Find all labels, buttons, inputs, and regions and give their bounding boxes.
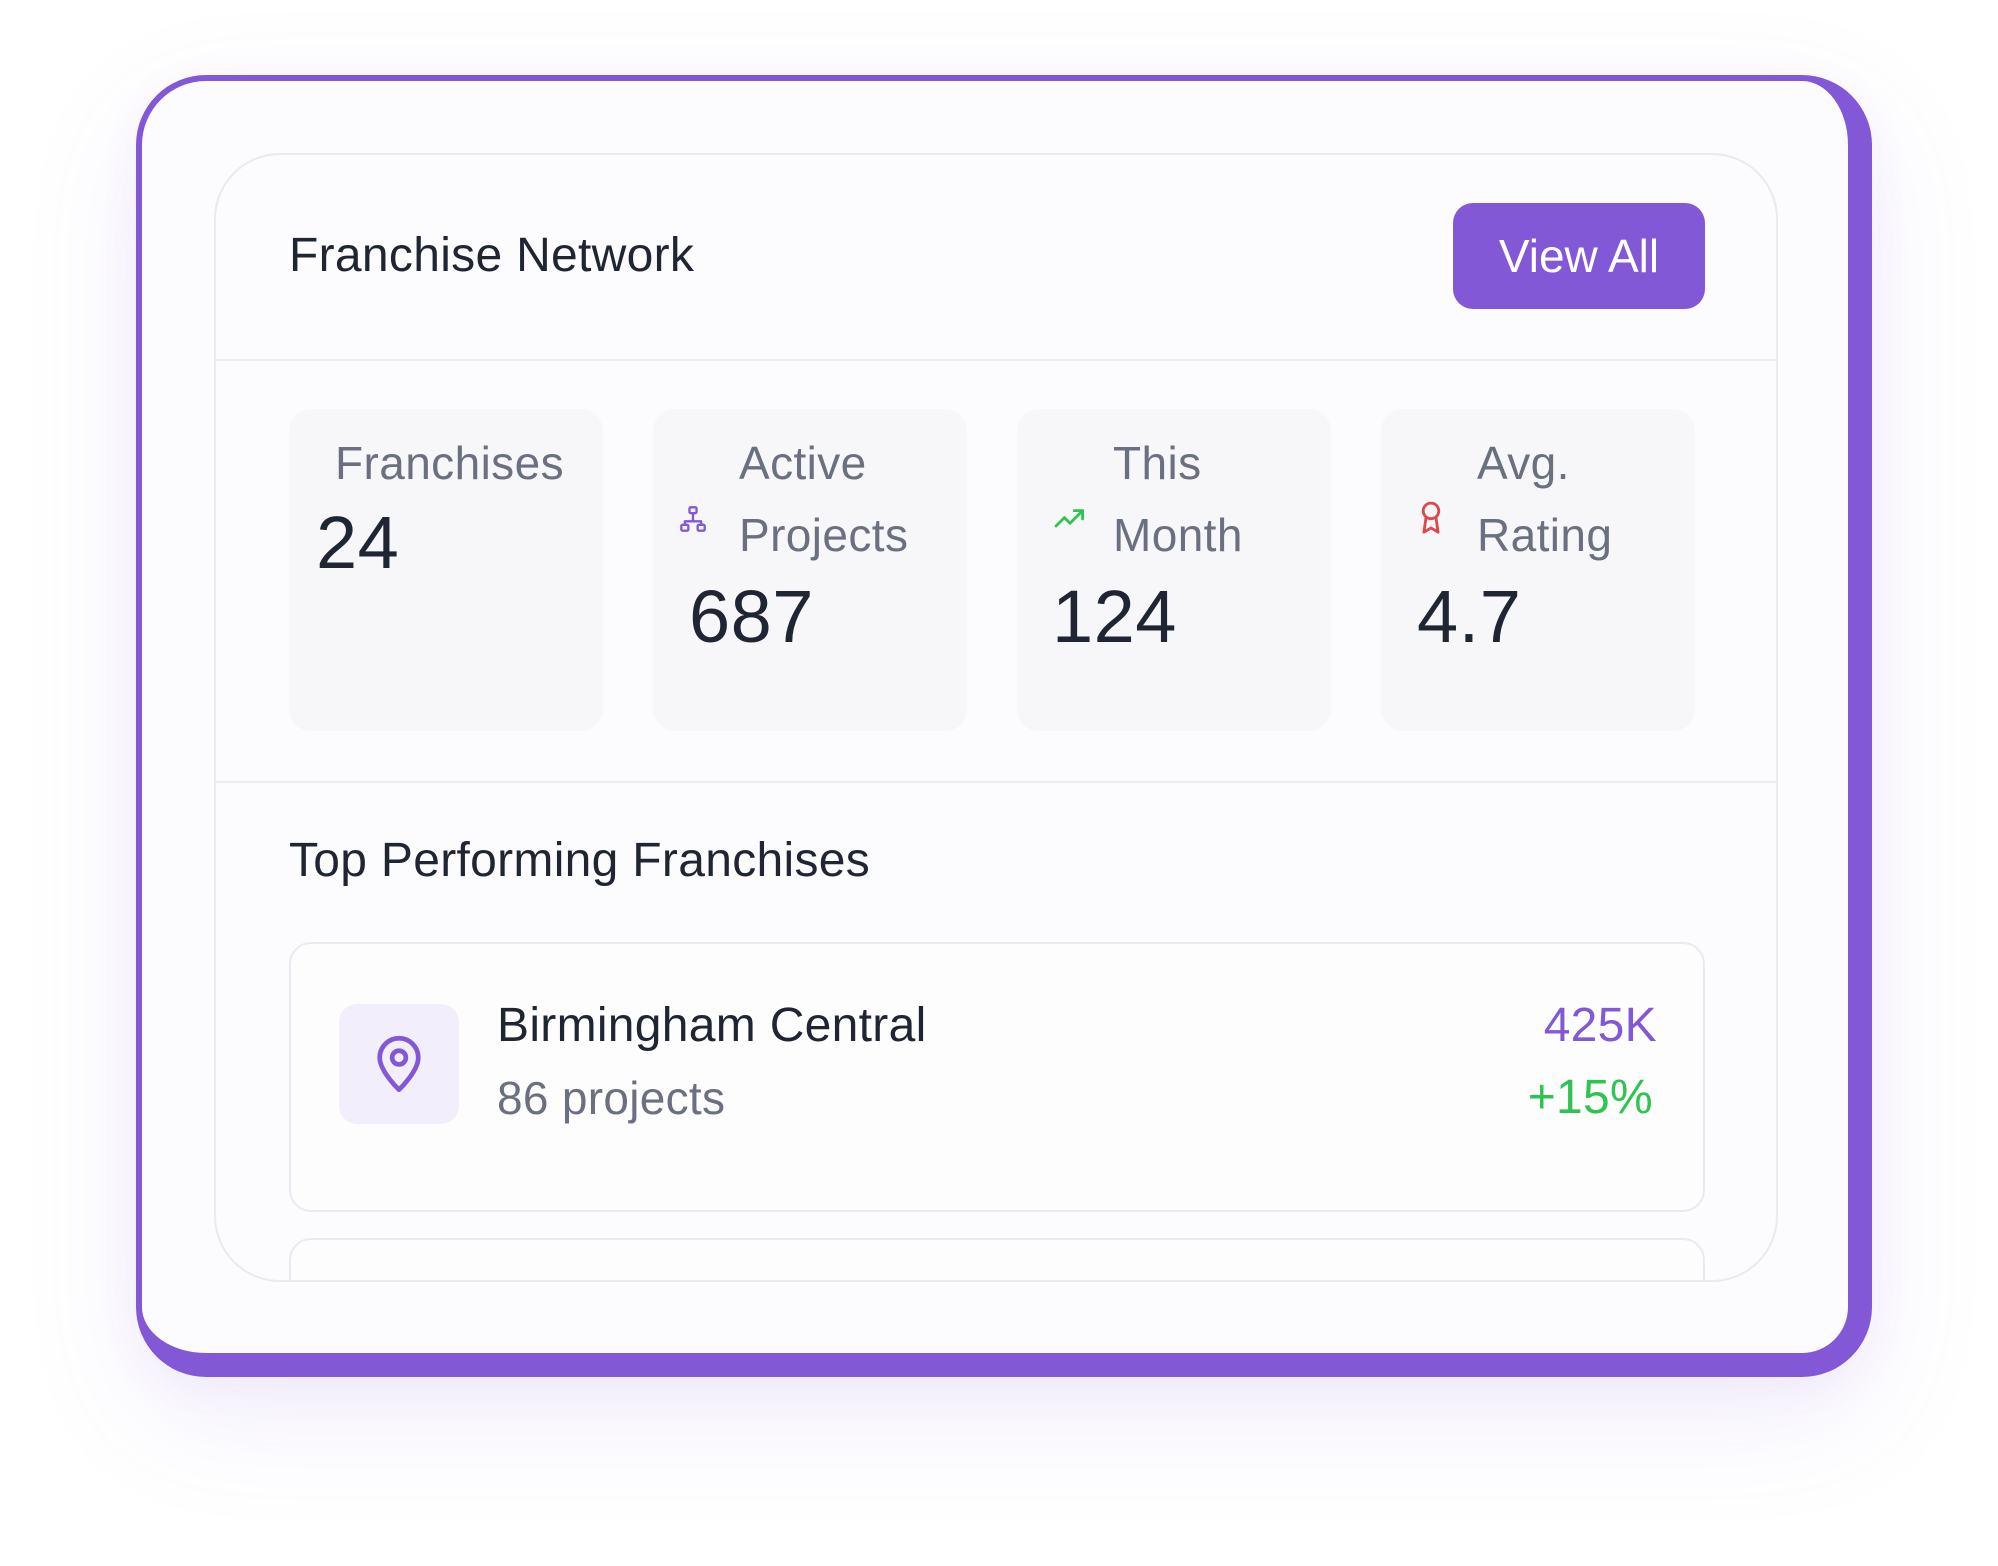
list-item[interactable]: Birmingham Central 86 projects 425K +15%	[289, 942, 1705, 1212]
stat-value: 4.7	[1417, 575, 1522, 658]
stat-label-line1: This	[1113, 437, 1202, 489]
stats-row: Franchises 24 Active Projects 687	[216, 361, 1776, 783]
list-item[interactable]	[289, 1238, 1705, 1280]
stat-value: 24	[316, 501, 400, 584]
franchise-projects: 86 projects	[497, 1072, 726, 1124]
stat-label: Franchises	[335, 437, 564, 489]
stat-value: 124	[1052, 575, 1177, 658]
sitemap-icon	[680, 506, 706, 532]
franchise-growth: +15%	[1527, 1071, 1653, 1124]
franchise-revenue: 425K	[1543, 999, 1657, 1052]
stat-franchises: Franchises 24	[289, 409, 603, 731]
stat-value: 687	[689, 575, 814, 658]
stat-label-line2: Month	[1113, 509, 1243, 561]
card-title: Franchise Network	[289, 229, 695, 282]
stat-label-line2: Rating	[1477, 509, 1613, 561]
franchise-name: Birmingham Central	[497, 999, 927, 1052]
stat-active-projects: Active Projects 687	[653, 409, 967, 731]
franchise-network-card: Franchise Network View All Franchises 24…	[214, 153, 1778, 1282]
location-icon-box	[339, 1004, 459, 1124]
stat-label-line2: Projects	[739, 509, 909, 561]
section-title: Top Performing Franchises	[289, 834, 871, 887]
map-pin-icon	[377, 1036, 421, 1093]
view-all-button[interactable]: View All	[1453, 203, 1705, 309]
card-header: Franchise Network View All	[216, 155, 1776, 361]
stat-avg-rating: Avg. Rating 4.7	[1381, 409, 1695, 731]
trending-up-icon	[1054, 509, 1085, 528]
stat-label-line1: Active	[739, 437, 867, 489]
award-icon	[1421, 501, 1441, 534]
stat-label-line1: Avg.	[1477, 437, 1570, 489]
stat-this-month: This Month 124	[1017, 409, 1331, 731]
